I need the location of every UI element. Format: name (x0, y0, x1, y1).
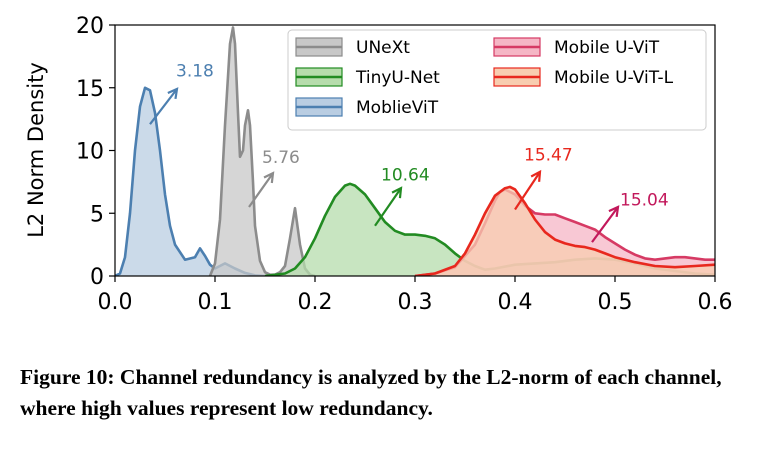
x-tick-label: 0.2 (298, 290, 333, 315)
legend-label-unext: UNeXt (356, 38, 410, 58)
line-mobile-u-vit-l (414, 185, 715, 276)
annotation-arrowhead (608, 205, 620, 218)
annotation-arrowhead (263, 171, 275, 184)
figure-caption: Figure 10: Channel redundancy is analyze… (20, 365, 722, 420)
annotation-label: 15.47 (524, 146, 573, 166)
area-mobile-u-vit-l (415, 186, 715, 276)
annotation-label: 15.04 (620, 191, 669, 211)
annotation-arrow (149, 88, 178, 125)
x-tick-label: 0.5 (598, 290, 633, 315)
annotation-arrow (248, 172, 274, 208)
x-tick-label: 0.0 (98, 290, 133, 315)
density-chart: 0.0 0.1 0.2 0.3 0.4 0.5 0.6 0 5 10 15 20 L2 Norm De… (24, 14, 733, 315)
y-tick-label: 20 (76, 14, 104, 39)
annotation-arrow (374, 187, 402, 227)
annotation-arrowhead (391, 186, 403, 199)
y-tick-label: 15 (76, 77, 104, 102)
annotation-arrow (514, 171, 541, 211)
annotation-arrowhead (530, 169, 542, 182)
annotation-arrow (591, 206, 619, 243)
legend: UNeXt TinyU-Net MoblieViT Mobile U-ViT Mobil… (287, 29, 707, 131)
legend-label-tinyu-net: TinyU-Net (355, 68, 440, 88)
x-tick-label: 0.3 (398, 290, 433, 315)
legend-label-mobile-u-vit: Mobile U-ViT (554, 38, 660, 58)
legend-label-mobile-u-vit-l: Mobile U-ViT-L (554, 68, 674, 88)
line-unext (208, 26, 316, 276)
annotation-label: 10.64 (381, 166, 430, 186)
y-tick-label: 10 (76, 140, 104, 165)
annotation-arrowhead (167, 87, 179, 100)
y-tick-label: 0 (90, 265, 104, 290)
x-tick-label: 0.1 (198, 290, 233, 315)
y-tick-label: 5 (90, 202, 104, 227)
y-axis-label: L2 Norm Density (24, 62, 48, 238)
x-tick-label: 0.6 (698, 290, 733, 315)
x-tick-label: 0.4 (498, 290, 533, 315)
area-moblievit (115, 87, 265, 276)
legend-label-moblievit: MoblieViT (356, 98, 439, 118)
area-tinyu-net (265, 183, 715, 276)
annotation-label: 5.76 (262, 148, 300, 168)
annotation-label: 3.18 (176, 61, 214, 81)
